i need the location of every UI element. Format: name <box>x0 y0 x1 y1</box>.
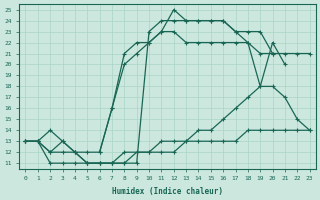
X-axis label: Humidex (Indice chaleur): Humidex (Indice chaleur) <box>112 187 223 196</box>
